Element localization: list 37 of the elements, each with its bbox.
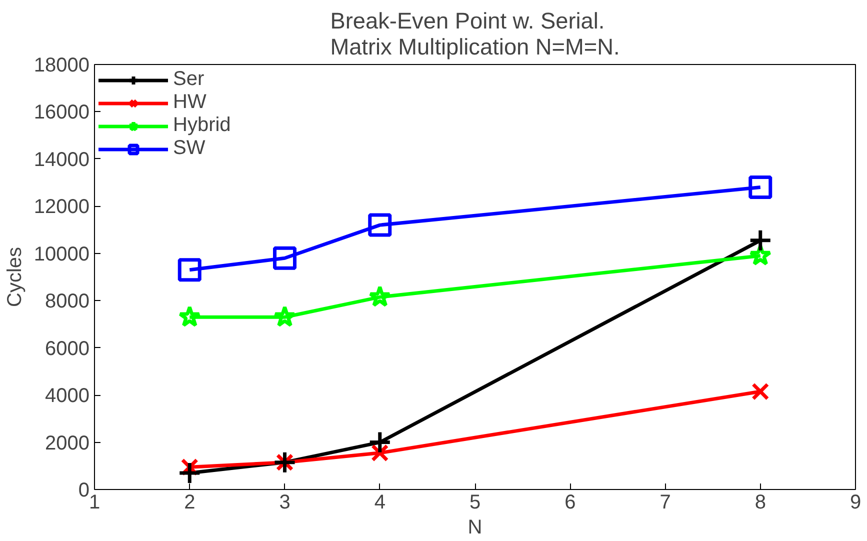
x-tick-label: 8: [754, 492, 766, 514]
y-tick-label: 4000: [45, 385, 90, 408]
point: [178, 305, 201, 327]
point: [273, 305, 296, 327]
x-tick-label: 7: [660, 492, 671, 514]
point: [368, 430, 392, 454]
x-tick-label: 1: [88, 492, 100, 514]
y-tick-label: 14000: [34, 148, 90, 171]
y-tick-label: 10000: [34, 243, 90, 266]
x-tick-label: 3: [279, 492, 290, 514]
legend-label: SW: [173, 137, 206, 160]
y-tick-label: 18000: [34, 54, 90, 76]
point: [748, 228, 772, 252]
x-tick-label: 6: [564, 492, 576, 514]
y-tick-label: 16000: [34, 102, 90, 124]
point: [368, 285, 392, 307]
x-tick-label: 2: [184, 492, 196, 514]
point: [752, 382, 770, 400]
x-tick-label: 5: [469, 492, 481, 514]
y-tick-label: 2000: [45, 432, 90, 454]
x-axis-title: N: [468, 516, 482, 538]
x-tick-label: 9: [850, 492, 862, 514]
y-tick-label: 6000: [45, 338, 90, 360]
y-axis-title: Cycles: [4, 246, 26, 308]
legend-label: Hybrid: [173, 114, 231, 137]
x-tick-label: 4: [374, 492, 386, 514]
y-tick-label: 12000: [34, 196, 90, 218]
legend-label: Ser: [173, 68, 204, 91]
y-tick-label: 0: [78, 480, 90, 502]
point: [178, 258, 202, 282]
point: [748, 176, 772, 200]
legend-label: HW: [173, 91, 206, 114]
chart-title: Break-Even Point w. Serial. Matrix Multiplication N=M=N.: [330, 8, 620, 60]
point: [273, 246, 296, 270]
point: [178, 461, 202, 485]
y-tick-label: 8000: [45, 290, 90, 313]
point: [368, 213, 392, 237]
